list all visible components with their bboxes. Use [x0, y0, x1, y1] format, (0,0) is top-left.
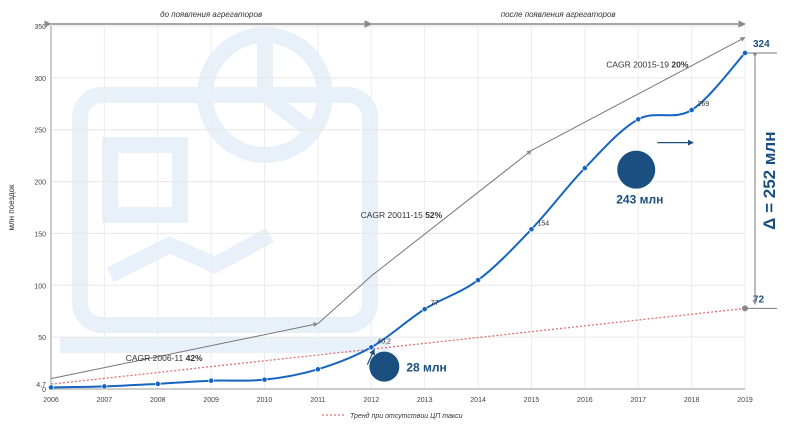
cagr-guide-series	[50, 36, 746, 380]
cagr-guide-segment	[370, 150, 532, 277]
data-point	[48, 384, 54, 391]
trend-series	[50, 305, 748, 385]
data-point	[475, 277, 481, 283]
cagr-label-period: CAGR 20015-19	[606, 59, 671, 69]
legend-label: Тренд при отсутствии ЦП такси	[350, 412, 463, 420]
cagr-label-period: CAGR 2006-11	[126, 353, 186, 363]
data-point	[368, 344, 375, 351]
x-tick-label: 2017	[630, 397, 646, 404]
y-tick-label: 150	[34, 231, 46, 238]
data-point	[208, 377, 215, 384]
callout-label: 28 млн	[406, 361, 446, 375]
cagr-guide-segment	[50, 322, 319, 380]
data-label: 324	[753, 39, 770, 50]
axes: 0 50 100 150 200 250 300 350 4,7 2006 2007 2008 2009…	[7, 10, 753, 404]
y-tick-label: 300	[34, 76, 46, 83]
x-tick-label: 2010	[257, 397, 273, 404]
y-tick-label-start: 4,7	[36, 382, 46, 389]
data-point	[315, 366, 321, 373]
cagr-label-value: 52%	[425, 210, 442, 220]
x-tick-label: 2019	[737, 397, 753, 404]
cagr-label: CAGR 2006-11 42%	[126, 353, 203, 363]
x-tick-label: 2011	[310, 397, 325, 404]
y-tick-label: 100	[34, 283, 46, 290]
data-label: 77	[431, 300, 439, 307]
y-tick-label: 50	[38, 335, 46, 342]
data-label: 154	[537, 220, 549, 227]
callout-arrow	[366, 348, 375, 365]
data-point	[742, 50, 748, 56]
data-point	[688, 107, 695, 113]
period-label: после появления агрегаторов	[501, 10, 616, 19]
people-chat-icon	[617, 150, 656, 189]
cagr-label-value: 42%	[186, 353, 203, 363]
x-tick-label: 2008	[150, 397, 166, 404]
data-point	[154, 380, 161, 387]
data-point	[635, 116, 642, 123]
x-tick-label: 2018	[684, 397, 700, 404]
cagr-label-period: CAGR 20011-15	[361, 210, 426, 220]
x-tick-label: 2009	[203, 397, 219, 404]
x-tick-label: 2016	[577, 397, 593, 404]
data-point	[581, 165, 588, 171]
y-tick-label: 0	[42, 387, 46, 394]
x-tick-label: 2015	[524, 397, 540, 404]
period-label: до появления агрегаторов	[160, 10, 262, 19]
y-tick-label: 350	[34, 24, 46, 31]
delta-label: Δ = 252 млн	[760, 132, 779, 230]
data-point	[101, 383, 108, 390]
cagr-label: CAGR 20011-15 52%	[361, 210, 443, 220]
trend-line	[50, 307, 746, 385]
x-tick-label: 2013	[417, 397, 433, 404]
data-label: 40,2	[377, 338, 391, 345]
y-axis-title: млн поездок	[7, 184, 16, 230]
x-tick-label: 2014	[470, 397, 486, 404]
cagr-label-value: 20%	[671, 59, 688, 69]
actual-line	[50, 52, 746, 389]
x-tick-label: 2007	[97, 397, 113, 404]
data-label: 269	[698, 101, 710, 108]
y-tick-label: 250	[34, 128, 46, 135]
cagr-label: CAGR 20015-19 20%	[606, 59, 689, 69]
cagr-guide-segment	[531, 36, 746, 151]
cagr-guide-segment	[317, 275, 372, 325]
data-point	[261, 376, 268, 383]
y-tick-label: 200	[34, 180, 46, 187]
x-tick-label: 2012	[364, 397, 380, 404]
actual-series	[48, 50, 748, 391]
x-tick-label: 2006	[43, 397, 59, 404]
people-chat-icon	[369, 351, 400, 382]
data-point	[528, 226, 535, 233]
data-point	[421, 306, 428, 313]
trend-endpoint	[742, 305, 748, 312]
callout-label: 243 млн	[616, 193, 663, 207]
background-illustration	[60, 27, 390, 353]
data-label: 72	[753, 294, 765, 305]
